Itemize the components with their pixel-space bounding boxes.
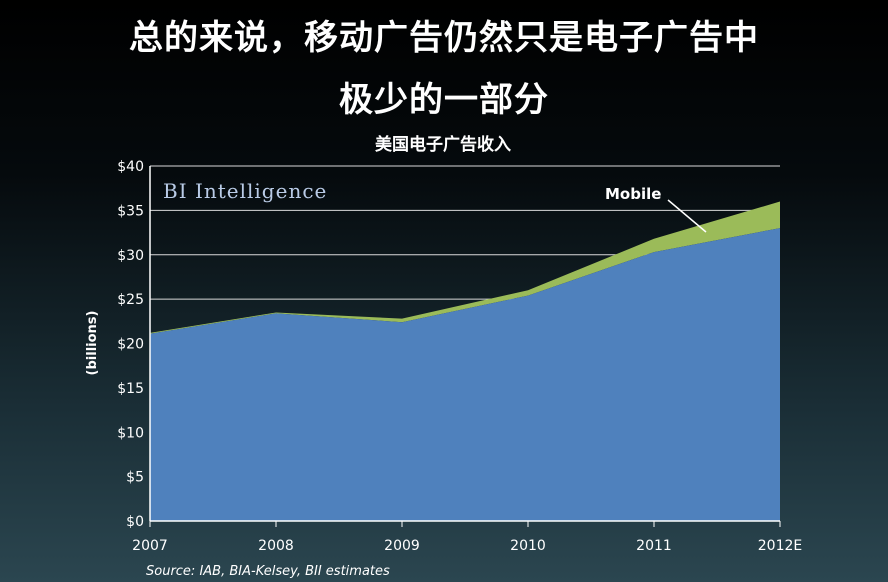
y-tick-label: $20: [117, 337, 144, 353]
y-tick-label: $25: [117, 292, 144, 308]
x-tick-label: 2010: [510, 538, 546, 554]
source-note: Source: IAB, BIA-Kelsey, BII estimates: [146, 564, 390, 579]
y-tick-label: $10: [117, 425, 144, 441]
x-tick-label: 2007: [132, 538, 168, 554]
y-axis-label: (billions): [85, 311, 100, 376]
mobile-annotation-leader: [667, 199, 707, 233]
y-tick-label: $40: [117, 159, 144, 175]
x-tick-label: 2008: [258, 538, 294, 554]
area-layer: [150, 201, 780, 521]
y-tick-label: $15: [117, 381, 144, 397]
headline-line-2: 极少的一部分: [339, 80, 549, 120]
y-tick-label: $30: [117, 248, 144, 264]
chart-title: 美国电子广告收入: [375, 134, 511, 155]
x-tick-label: 2009: [384, 538, 420, 554]
y-tick-label: $5: [126, 470, 144, 486]
mobile-area: [150, 201, 780, 334]
axis-layer: $0 $5 $10 $15 $20 $25 $30 $35 $40 2007 2008 2009 201…: [117, 159, 802, 554]
total-area: [150, 228, 780, 521]
y-tick-label: $35: [117, 203, 144, 219]
brand-watermark: BI Intelligence: [163, 179, 327, 203]
headline-line-1: 总的来说，移动广告仍然只是电子广告中: [129, 18, 759, 58]
y-tick-label: $0: [126, 514, 144, 530]
mobile-annotation: Mobile: [605, 185, 661, 203]
x-tick-label: 2011: [636, 538, 672, 554]
x-tick-label: 2012E: [758, 538, 802, 554]
